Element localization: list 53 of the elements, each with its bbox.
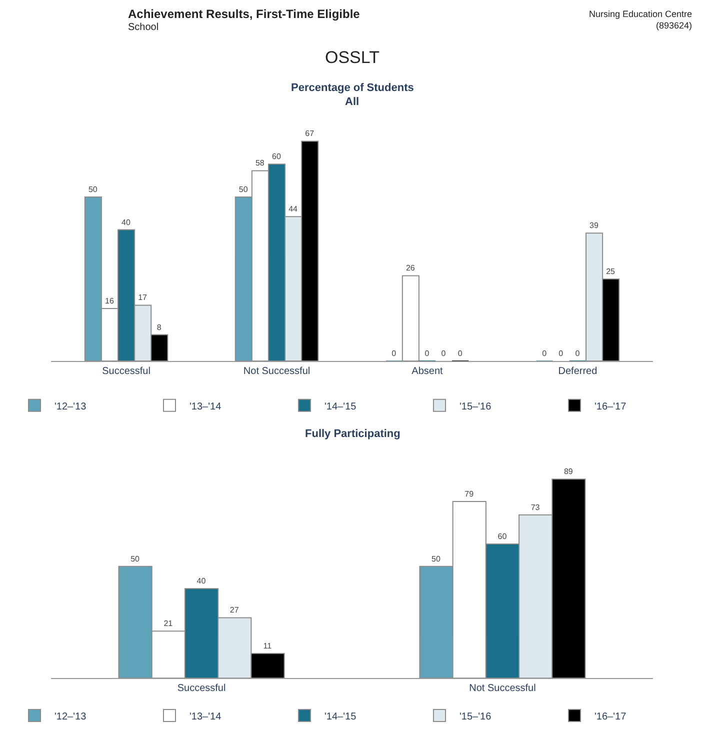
legend-label: '12–'13 bbox=[54, 401, 87, 412]
data-label: 60 bbox=[498, 532, 508, 541]
data-label: 58 bbox=[255, 158, 265, 168]
legend-label: '15–'16 bbox=[460, 711, 492, 722]
legend-label: '14–'15 bbox=[324, 711, 357, 722]
data-label: 44 bbox=[288, 204, 298, 214]
data-label: 0 bbox=[424, 348, 430, 358]
data-label: 79 bbox=[464, 490, 474, 499]
data-label: 0 bbox=[575, 348, 580, 358]
data-label: 0 bbox=[558, 348, 564, 358]
x-tick-label: Not Successful bbox=[243, 366, 310, 377]
data-label: 11 bbox=[263, 641, 272, 650]
data-label: 17 bbox=[138, 293, 148, 302]
x-tick-label: Successful bbox=[177, 683, 226, 694]
text: Achievement Results, First-Time Eligible bbox=[128, 7, 360, 21]
data-label: 0 bbox=[392, 348, 397, 358]
data-label: 21 bbox=[164, 619, 174, 628]
data-label: 73 bbox=[530, 502, 540, 512]
data-label: 40 bbox=[122, 218, 132, 227]
data-label: 25 bbox=[606, 266, 616, 276]
text: Nursing Education Centre (893624) bbox=[589, 9, 692, 31]
legend-label: '13–'14 bbox=[190, 711, 222, 722]
x-tick-label: Not Successful bbox=[469, 683, 536, 694]
legend-label: '12–'13 bbox=[54, 711, 87, 722]
data-label: 67 bbox=[305, 129, 315, 138]
text: School bbox=[128, 22, 159, 33]
chart-subtitle: All bbox=[345, 96, 360, 108]
legend-label: '16–'17 bbox=[594, 711, 627, 722]
data-label: 60 bbox=[272, 152, 282, 162]
data-label: 50 bbox=[130, 554, 140, 564]
x-tick-label: Absent bbox=[412, 366, 444, 377]
data-label: 40 bbox=[196, 576, 206, 586]
data-label: 0 bbox=[542, 348, 548, 358]
data-label: 27 bbox=[230, 606, 240, 615]
legend-label: '13–'14 bbox=[190, 401, 222, 412]
data-label: 89 bbox=[564, 467, 574, 476]
data-label: 50 bbox=[432, 554, 441, 564]
chart-title: Percentage of Students bbox=[291, 82, 414, 94]
legend-label: '14–'15 bbox=[324, 401, 357, 412]
text: OSSLT bbox=[325, 48, 380, 67]
legend-label: '15–'16 bbox=[460, 401, 492, 412]
data-label: 39 bbox=[590, 221, 599, 230]
data-label: 8 bbox=[156, 322, 162, 332]
data-label: 16 bbox=[105, 296, 114, 306]
x-tick-label: Deferred bbox=[558, 366, 598, 377]
chart-title: Fully Participating bbox=[305, 428, 400, 440]
data-label: 50 bbox=[238, 184, 248, 194]
data-label: 26 bbox=[406, 264, 416, 273]
data-label: 50 bbox=[88, 184, 98, 194]
legend-label: '16–'17 bbox=[594, 401, 627, 412]
x-tick-label: Successful bbox=[102, 366, 150, 377]
data-label: 0 bbox=[441, 348, 446, 358]
data-label: 0 bbox=[458, 348, 463, 358]
